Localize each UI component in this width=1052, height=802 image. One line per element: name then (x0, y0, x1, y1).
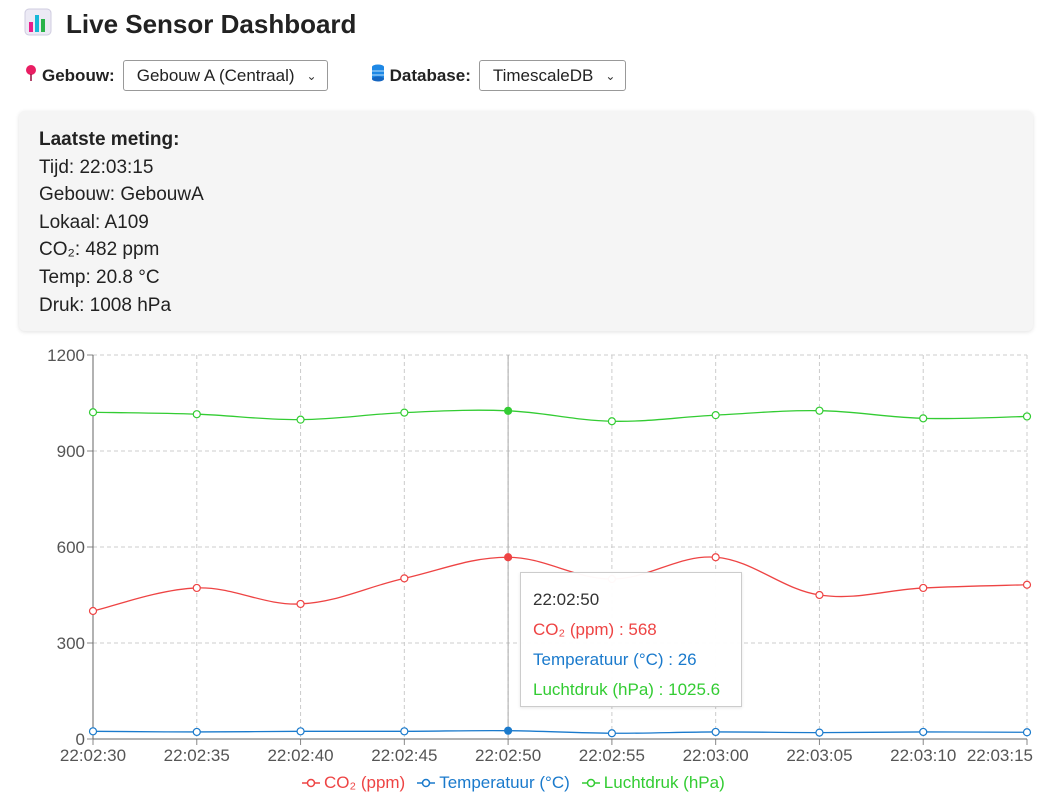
data-point (1022, 580, 1032, 589)
latest-building: Gebouw: GebouwA (39, 184, 204, 206)
pin-icon (24, 64, 38, 87)
data-point (815, 406, 824, 415)
database-select-value: TimescaleDB (492, 65, 594, 85)
data-point (607, 729, 616, 738)
data-point (504, 406, 513, 415)
legend-item-pressure[interactable]: Luchtdruk (hPa) (581, 773, 725, 793)
legend-line-icon (417, 778, 436, 788)
data-point (711, 553, 720, 562)
data-point (88, 727, 98, 736)
data-point (919, 583, 928, 593)
legend-label: CO₂ (ppm) (324, 773, 406, 792)
data-point (504, 553, 513, 562)
chevron-down-icon: ⌄ (306, 68, 317, 83)
page-title: Live Sensor Dashboard (66, 9, 357, 39)
x-tick-label: 22:02:30 (60, 746, 126, 765)
data-point (919, 414, 928, 423)
data-point (192, 583, 201, 593)
header: Live Sensor Dashboard (24, 8, 356, 41)
data-point (296, 415, 305, 424)
data-point (1022, 412, 1032, 421)
data-point (88, 408, 98, 417)
x-tick-label: 22:03:15 (967, 746, 1033, 765)
building-label: Gebouw: (42, 65, 115, 85)
latest-measurement-panel: Laatste meting: Tijd: 22:03:15 Gebouw: G… (19, 111, 1033, 331)
data-point (192, 727, 201, 737)
x-tick-label: 22:03:10 (890, 746, 956, 765)
tooltip-temp: Temperatuur (°C) : 26 (533, 650, 697, 669)
y-tick-label: 900 (57, 442, 85, 461)
legend-item-co2[interactable]: CO₂ (ppm) (302, 773, 405, 793)
data-point (815, 590, 824, 600)
latest-co2: CO₂: 482 ppm (39, 239, 160, 261)
tooltip-co2: CO₂ (ppm) : 568 (533, 620, 657, 639)
data-point (607, 417, 616, 426)
x-tick-label: 22:02:50 (475, 746, 541, 765)
tooltip-pressure: Luchtdruk (hPa) : 1025.6 (533, 680, 721, 699)
y-tick-label: 300 (57, 634, 85, 653)
y-tick-label: 1200 (47, 346, 85, 365)
x-tick-label: 22:03:00 (683, 746, 749, 765)
controls: Gebouw: Gebouw A (Centraal) ⌄ Database: … (24, 60, 668, 91)
legend-line-icon (581, 778, 600, 788)
latest-title: Laatste meting: (39, 129, 180, 150)
data-point (192, 410, 201, 419)
data-point (400, 574, 409, 583)
x-tick-label: 22:03:05 (786, 746, 852, 765)
latest-pressure: Druk: 1008 hPa (39, 294, 172, 316)
legend-label: Luchtdruk (hPa) (603, 773, 725, 792)
x-tick-label: 22:02:55 (579, 746, 645, 765)
y-tick-label: 600 (57, 538, 85, 557)
chart-legend: CO₂ (ppm) Temperatuur (°C) Luchtdruk (hP… (302, 773, 725, 793)
chevron-down-icon: ⌄ (605, 68, 616, 83)
x-tick-label: 22:02:35 (164, 746, 230, 765)
latest-temp: Temp: 20.8 °C (39, 266, 160, 288)
database-icon (370, 63, 386, 88)
x-tick-label: 22:02:45 (371, 746, 437, 765)
data-point (88, 606, 98, 616)
data-point (919, 727, 928, 737)
data-point (400, 408, 409, 417)
bar-chart-icon (24, 8, 52, 41)
data-point (1022, 728, 1032, 737)
legend-label: Temperatuur (°C) (439, 773, 570, 792)
building-control: Gebouw: Gebouw A (Centraal) ⌄ (24, 60, 328, 91)
y-tick-label: 0 (76, 730, 85, 749)
series-line (92, 556, 1028, 612)
series-line (92, 729, 1028, 734)
database-control: Database: TimescaleDB ⌄ (370, 60, 627, 91)
database-label: Database: (389, 65, 471, 85)
data-point (400, 727, 409, 736)
database-select[interactable]: TimescaleDB ⌄ (478, 60, 627, 91)
latest-time: Tijd: 22:03:15 (39, 156, 154, 178)
building-select-value: Gebouw A (Centraal) (136, 65, 295, 85)
x-tick-label: 22:02:40 (267, 746, 333, 765)
latest-room: Lokaal: A109 (39, 211, 149, 233)
data-point (711, 727, 720, 737)
data-point (504, 726, 513, 735)
legend-line-icon (302, 778, 320, 788)
data-point (296, 727, 305, 736)
building-select[interactable]: Gebouw A (Centraal) ⌄ (122, 60, 328, 91)
series-line (92, 409, 1028, 422)
legend-item-temp[interactable]: Temperatuur (°C) (417, 773, 570, 793)
tooltip-time: 22:02:50 (533, 590, 600, 609)
chart-tooltip: 22:02:50 CO₂ (ppm) : 568 Temperatuur (°C… (520, 572, 742, 707)
data-point (711, 411, 720, 420)
data-point (815, 728, 824, 737)
data-point (296, 599, 305, 609)
sensor-line-chart[interactable]: 0 300 600 900 1200 22:02:30 22:02:35 22:02:40 22… (0, 340, 1052, 770)
